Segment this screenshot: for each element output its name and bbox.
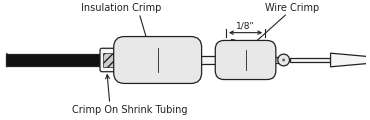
Bar [289,58,330,62]
FancyBboxPatch shape [100,48,128,72]
Text: Wire Crimp: Wire Crimp [265,3,320,13]
Bar [6,54,117,66]
Bar [257,57,279,63]
FancyBboxPatch shape [215,40,276,80]
Ellipse shape [282,59,285,61]
Text: Crimp On Shrink Tubing: Crimp On Shrink Tubing [71,105,187,115]
Ellipse shape [278,54,289,66]
Text: 1/8": 1/8" [236,22,255,31]
Bar [124,57,183,63]
Polygon shape [330,53,370,67]
FancyBboxPatch shape [114,37,202,83]
Bar [103,53,122,67]
Bar [180,56,224,64]
Text: Insulation Crimp: Insulation Crimp [81,3,162,13]
Text: Proper: Proper [230,39,262,49]
